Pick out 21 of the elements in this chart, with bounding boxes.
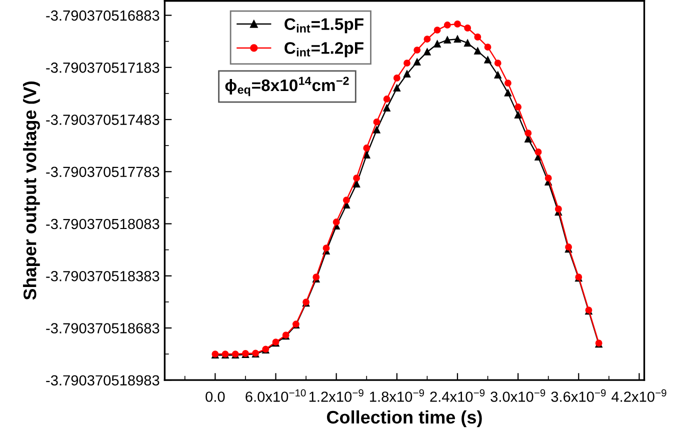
y-tick-label: -3.790370518083 [46,218,160,230]
x-axis-title: Collection time (s) [326,410,482,428]
x-tick-label: 1.8x10$^{−9}$ [370,389,424,402]
y-tick-label: -3.790370517783 [46,166,160,178]
y-tick-label: -3.790370517183 [46,62,160,73]
x-tick-label: 3.6x10$^{−9}$ [551,389,606,402]
x-tick-label: 3.0x10$^{−9}$ [490,389,546,402]
y-tick-label: -3.790370518983 [46,375,160,386]
annotation: ϕ$_{eq}$=8x10$^{14}$cm$^{−2}$ [225,76,349,96]
y-axis-title: Shaper output voltage (V) [23,82,40,300]
y-tick-label: -3.790370518683 [46,323,160,334]
y-tick-label: -3.790370517483 [46,114,160,125]
legend-label: C$_{int}$=1.5pF [284,18,364,34]
y-tick-label: -3.790370518383 [46,270,160,282]
legend-label: C$_{int}$=1.2pF [284,42,364,58]
y-tick-label: -3.790370516883 [46,10,160,21]
x-tick-label: 6.0x10$^{−10}$ [246,389,306,402]
x-tick-label: 2.4x10$^{−9}$ [430,389,485,402]
x-tick-label: 4.2x10$^{−9}$ [612,389,666,402]
x-tick-label: 0.0 [206,392,225,402]
x-tick-label: 1.2x10$^{−9}$ [309,389,364,402]
